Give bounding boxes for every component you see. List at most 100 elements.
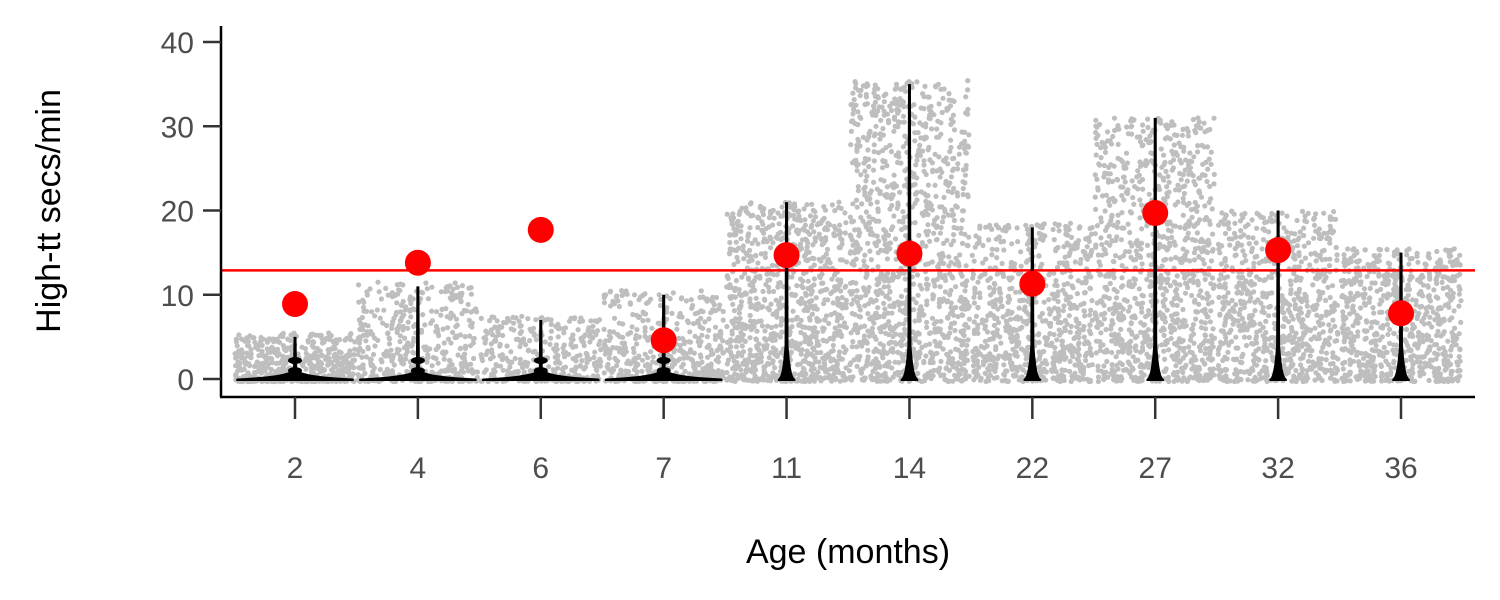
raw-point (303, 350, 309, 356)
raw-point (808, 291, 814, 297)
raw-point (501, 319, 507, 326)
raw-point (704, 334, 711, 340)
raw-point (1075, 238, 1082, 244)
raw-point (1076, 334, 1082, 341)
raw-point (951, 238, 957, 244)
raw-point (792, 292, 799, 298)
raw-point (1094, 176, 1100, 182)
raw-point (992, 368, 998, 374)
raw-point (746, 258, 752, 265)
raw-point (1015, 316, 1021, 322)
raw-point (1001, 238, 1007, 244)
raw-point (962, 288, 968, 294)
raw-point (648, 296, 654, 302)
raw-point (961, 367, 967, 373)
raw-point (1040, 222, 1046, 228)
raw-point (869, 325, 876, 331)
raw-point (1177, 170, 1183, 177)
raw-point (934, 350, 940, 356)
raw-point (857, 93, 863, 99)
raw-point (760, 304, 766, 310)
raw-point (848, 118, 855, 125)
raw-point (875, 264, 881, 270)
raw-point (965, 87, 971, 93)
raw-point (746, 231, 752, 237)
raw-point (442, 289, 449, 295)
raw-point (939, 169, 945, 175)
raw-point (842, 349, 848, 356)
raw-point (919, 240, 926, 246)
raw-point (983, 317, 989, 323)
raw-point (933, 237, 940, 243)
raw-point (521, 369, 527, 375)
raw-point (1175, 350, 1181, 356)
raw-point (1094, 223, 1100, 229)
raw-point (1062, 367, 1068, 373)
raw-point (737, 208, 743, 214)
raw-point (584, 353, 590, 359)
raw-point (850, 288, 856, 295)
raw-point (433, 355, 439, 362)
raw-point (897, 102, 903, 108)
raw-point (328, 333, 334, 339)
raw-point (778, 322, 784, 328)
raw-point (701, 369, 708, 376)
raw-point (446, 284, 452, 290)
raw-point (370, 369, 376, 375)
raw-point (828, 374, 834, 380)
raw-point (750, 212, 756, 218)
raw-point (978, 343, 984, 350)
raw-point (435, 360, 441, 366)
raw-point (861, 258, 867, 264)
raw-point (592, 349, 598, 355)
raw-point (924, 302, 930, 308)
raw-point (677, 356, 683, 362)
raw-point (676, 347, 683, 353)
raw-point (1205, 166, 1211, 172)
raw-point (951, 232, 957, 238)
raw-point (881, 93, 887, 99)
raw-point (487, 318, 493, 324)
raw-point (945, 106, 951, 112)
raw-point (910, 296, 916, 302)
raw-point (879, 290, 885, 296)
raw-point (924, 193, 930, 199)
raw-point (757, 275, 763, 281)
raw-point (459, 365, 465, 371)
raw-point (921, 312, 927, 318)
raw-point (999, 260, 1005, 267)
raw-point (810, 242, 816, 248)
raw-point (367, 286, 373, 292)
raw-point (1146, 191, 1152, 197)
raw-point (838, 236, 844, 242)
raw-point (778, 295, 784, 301)
raw-point (363, 338, 369, 344)
raw-point (960, 167, 967, 173)
raw-point (724, 361, 731, 367)
raw-point (936, 101, 942, 107)
raw-point (762, 297, 768, 303)
raw-point (1082, 313, 1088, 319)
raw-point (843, 259, 850, 265)
raw-point (955, 360, 961, 367)
raw-point (422, 347, 428, 353)
raw-point (874, 94, 880, 100)
raw-point (838, 288, 844, 294)
raw-point (1139, 309, 1145, 315)
raw-point (548, 328, 555, 334)
raw-point (516, 318, 522, 324)
raw-point (839, 257, 845, 263)
raw-point (274, 336, 280, 342)
raw-point (989, 226, 995, 232)
raw-point (347, 348, 353, 354)
raw-point (1061, 303, 1067, 309)
raw-point (266, 336, 272, 342)
raw-point (930, 292, 936, 298)
raw-point (896, 302, 902, 308)
raw-point (720, 350, 727, 356)
raw-point (408, 314, 414, 320)
raw-point (698, 315, 704, 321)
raw-point (562, 354, 568, 360)
raw-point (808, 303, 814, 309)
raw-point (811, 262, 817, 268)
